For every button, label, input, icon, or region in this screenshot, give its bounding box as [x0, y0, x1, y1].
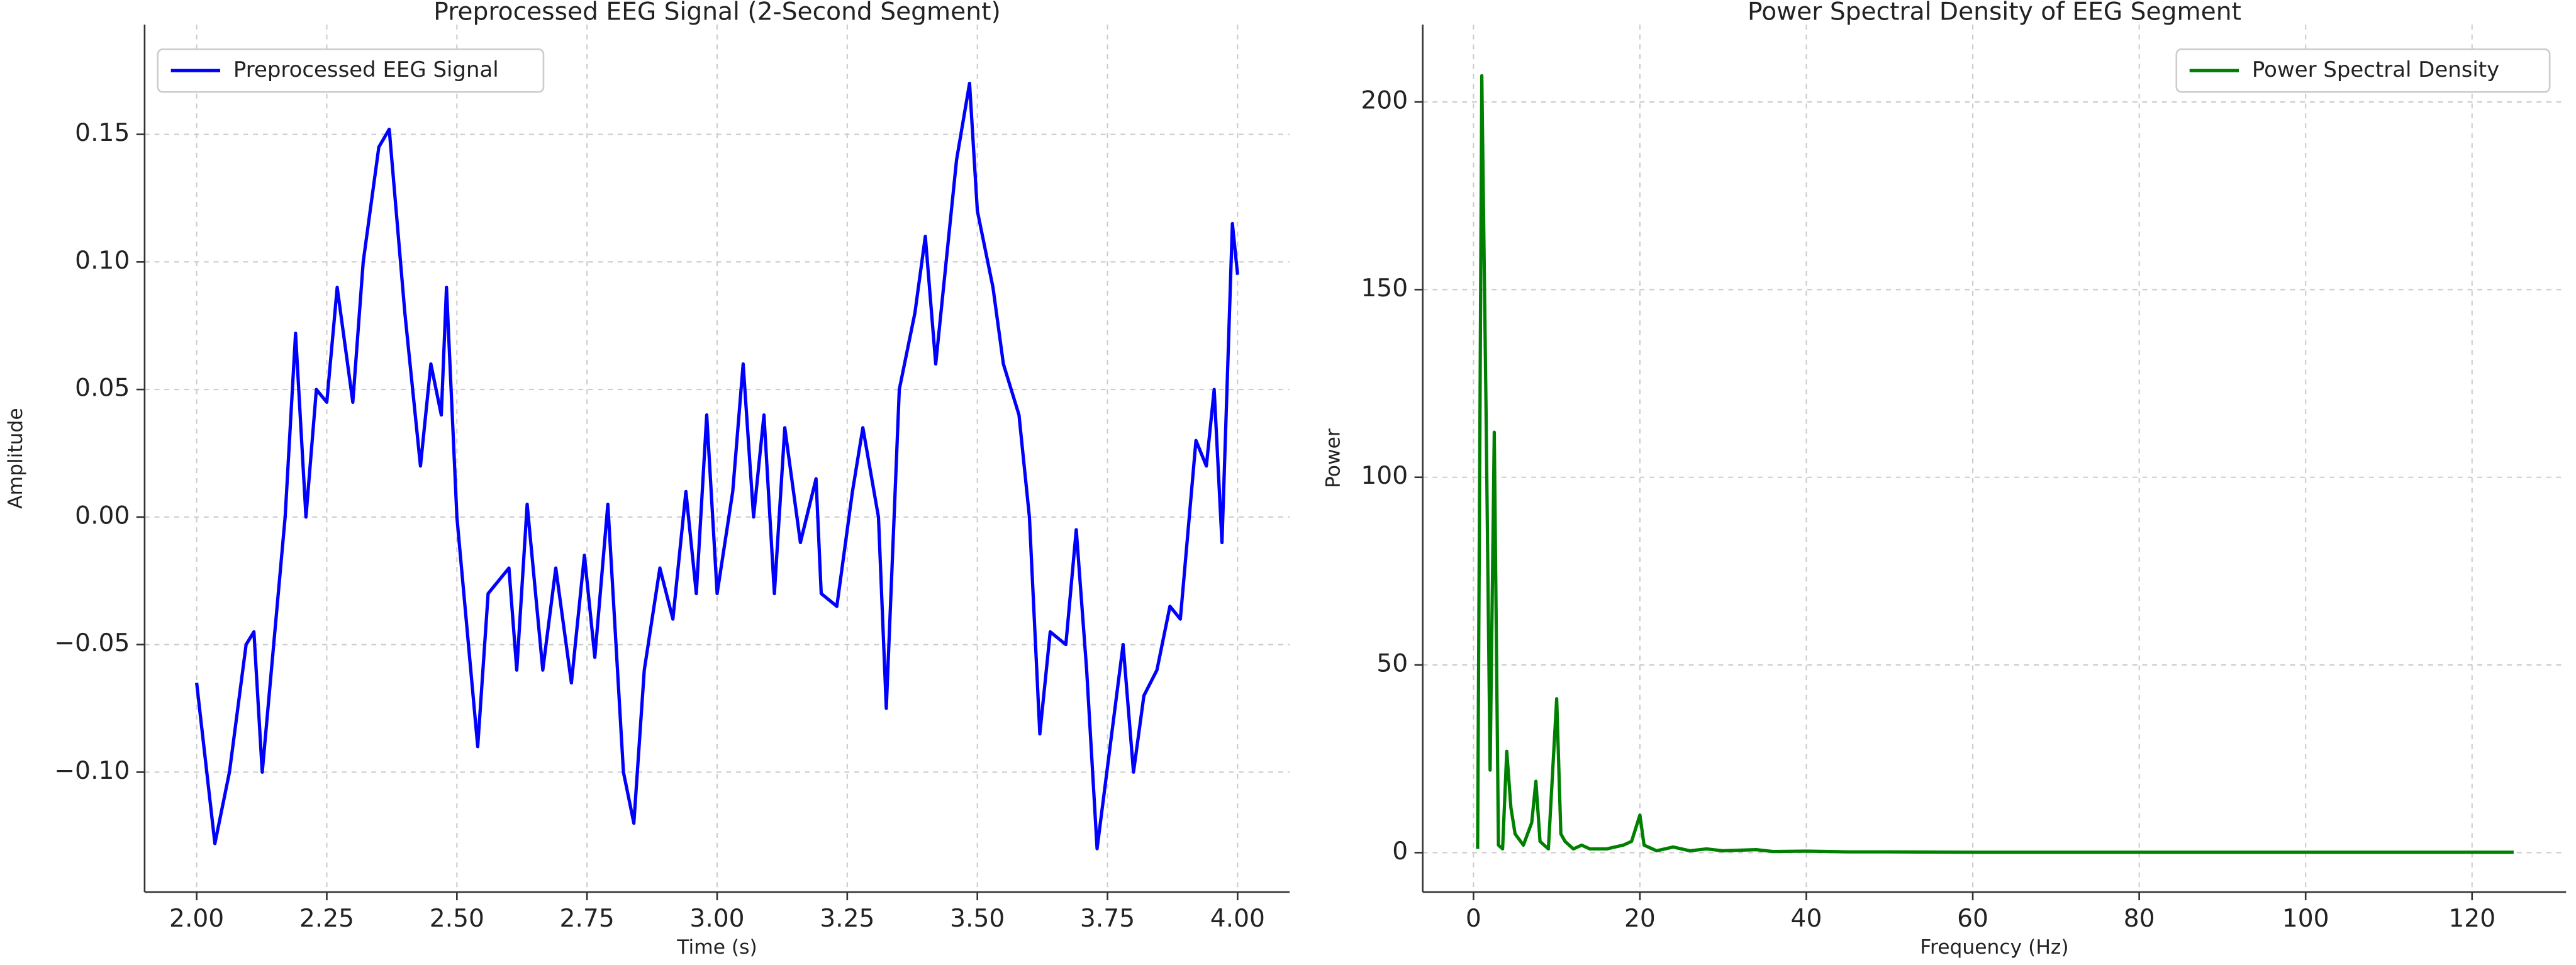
series-line — [1476, 74, 2514, 854]
x-tick-label: 2.25 — [299, 905, 354, 933]
legend-label: Power Spectral Density — [2252, 57, 2499, 82]
x-tick-label: 2.50 — [430, 905, 484, 933]
y-tick-label: 0 — [1392, 837, 1408, 866]
x-tick-label: 2.75 — [560, 905, 615, 933]
y-axis-label: Amplitude — [4, 408, 27, 509]
y-tick-label: 150 — [1361, 274, 1408, 303]
x-tick-label: 3.00 — [689, 905, 744, 933]
y-tick-label: 0.00 — [75, 501, 130, 530]
y-tick-label: 0.05 — [75, 374, 130, 403]
x-tick-label: 0 — [1466, 905, 1481, 933]
x-tick-label: 20 — [1624, 905, 1656, 933]
x-tick-label: 100 — [2282, 905, 2329, 933]
x-axis-label: Frequency (Hz) — [1920, 936, 2068, 959]
x-tick-label: 120 — [2448, 905, 2495, 933]
x-axis-label: Time (s) — [676, 936, 757, 959]
legend-box — [157, 48, 545, 93]
x-tick-label: 4.00 — [1210, 905, 1265, 933]
y-tick-label: 50 — [1376, 650, 1408, 678]
legend-box — [2175, 48, 2551, 93]
chart-title: Power Spectral Density of EEG Segment — [1748, 0, 2241, 26]
x-tick-label: 3.75 — [1080, 905, 1135, 933]
x-tick-label: 40 — [1791, 905, 1822, 933]
series-line — [195, 81, 1239, 851]
x-tick-label: 2.00 — [169, 905, 224, 933]
chart-title: Preprocessed EEG Signal (2-Second Segmen… — [433, 0, 1000, 26]
y-tick-label: −0.05 — [54, 629, 130, 657]
x-tick-label: 3.25 — [820, 905, 874, 933]
y-axis-label: Power — [1322, 428, 1345, 488]
x-tick-label: 80 — [2124, 905, 2155, 933]
y-tick-label: 0.15 — [75, 119, 130, 147]
legend-label: Preprocessed EEG Signal — [233, 57, 499, 82]
y-tick-label: −0.10 — [54, 757, 130, 785]
x-tick-label: 60 — [1957, 905, 1988, 933]
y-tick-label: 0.10 — [75, 247, 130, 275]
y-tick-label: 100 — [1361, 462, 1408, 490]
x-tick-label: 3.50 — [950, 905, 1005, 933]
y-tick-label: 200 — [1361, 87, 1408, 115]
